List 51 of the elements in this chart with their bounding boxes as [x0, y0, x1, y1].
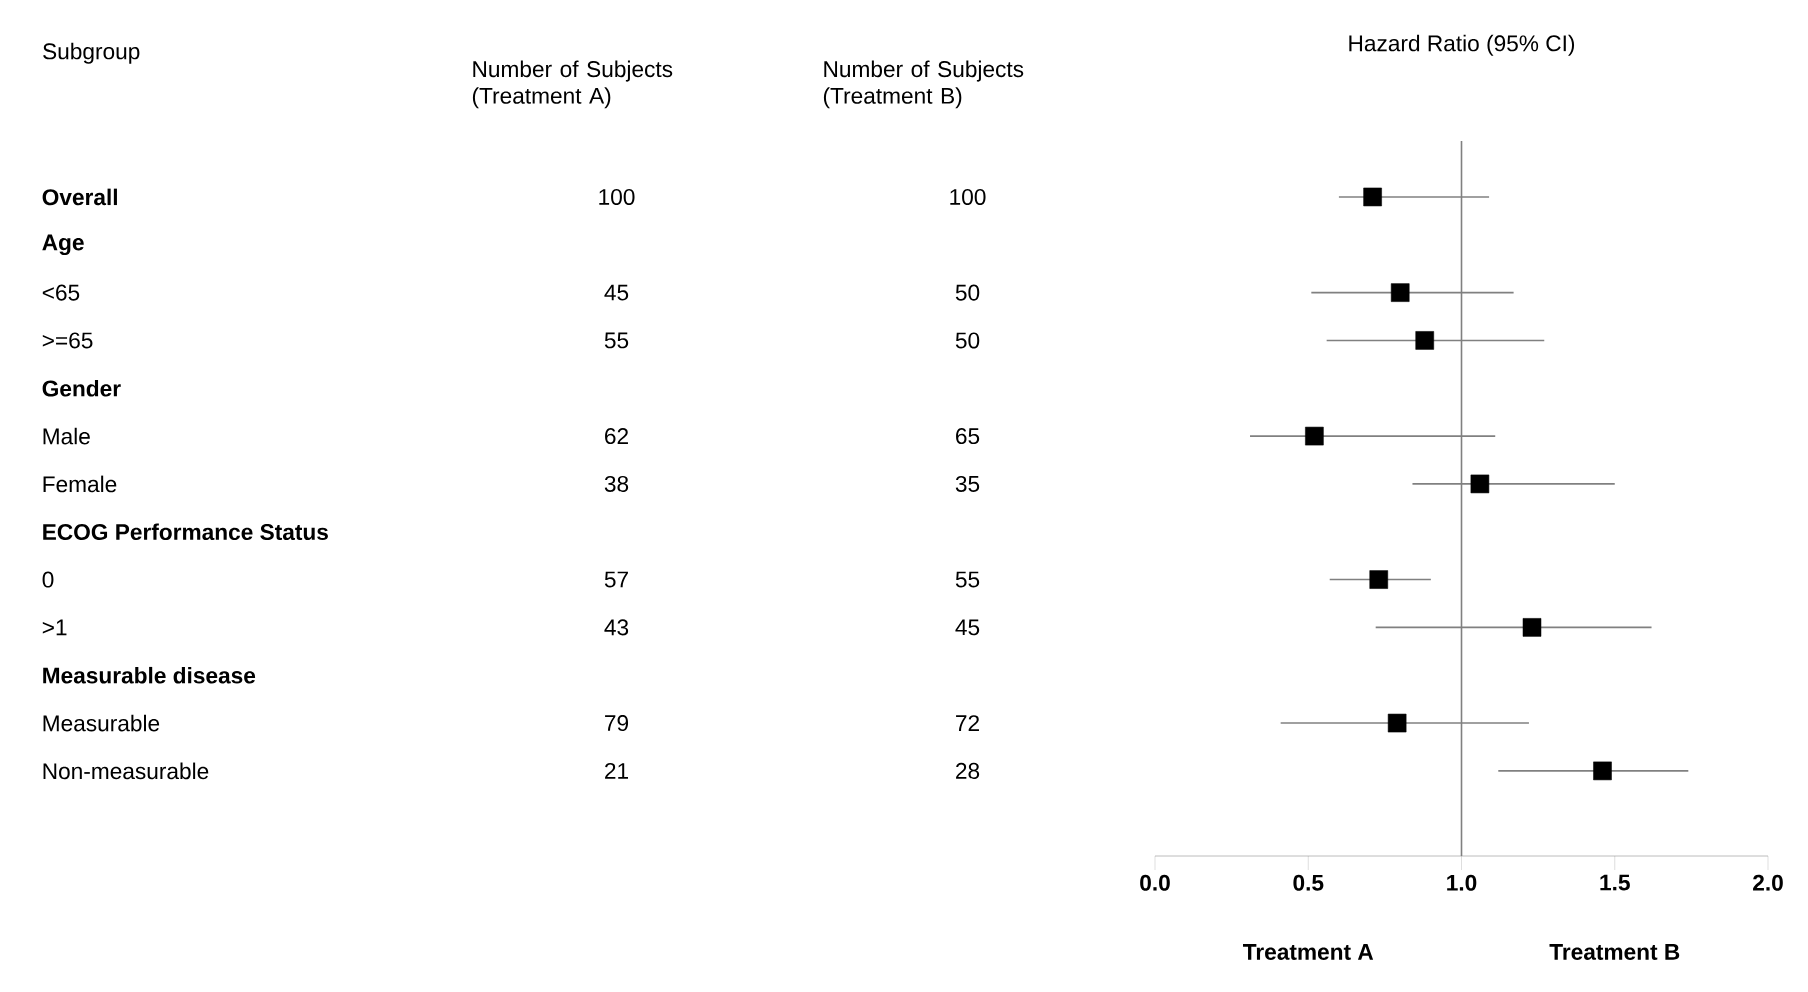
x-tick-label: Number of Subjects (Treatment B) — [823, 60, 1024, 109]
point — [1387, 713, 1407, 733]
x-tick-label: 0.0 — [1140, 874, 1170, 891]
data-label: 45 — [604, 284, 629, 301]
data-label: 100 — [599, 188, 635, 205]
x-tick-label: 2.0 — [1753, 874, 1783, 891]
y-tick-label: Overall — [42, 188, 117, 206]
y-tick-label: Gender — [42, 379, 121, 397]
data-label: 72 — [956, 715, 979, 731]
data-label: 79 — [605, 715, 629, 732]
point — [1363, 187, 1382, 207]
y-tick-label: 0 — [42, 571, 54, 588]
y-tick-label: Age — [42, 234, 84, 255]
y-tick-label: >1 — [42, 619, 67, 636]
y-tick-label: ECOG Performance Status — [43, 523, 328, 541]
point — [1369, 570, 1389, 589]
data-label: 38 — [604, 475, 629, 492]
data-label: 55 — [955, 571, 980, 588]
point — [1415, 331, 1434, 350]
data-label: 100 — [950, 188, 986, 205]
data-label: 45 — [955, 619, 980, 636]
point — [1305, 426, 1324, 446]
data-label: 28 — [956, 762, 980, 779]
y-tick-label: Non-measurable — [43, 762, 209, 780]
x-tick-label: Number of Subjects (Treatment A) — [472, 60, 673, 109]
x-tick-label: 1.5 — [1600, 874, 1630, 891]
data-label: 43 — [604, 619, 629, 636]
data-label: 50 — [955, 284, 980, 301]
data-label: 65 — [956, 428, 980, 445]
y-tick-label: Female — [43, 475, 117, 493]
data-label: 55 — [604, 332, 629, 349]
y-tick-label: Measurable disease — [43, 666, 256, 684]
data-label: 57 — [604, 571, 628, 588]
point — [1470, 474, 1490, 494]
x-tick-label: 1.0 — [1447, 874, 1477, 891]
y-tick-label: Measurable — [43, 714, 160, 732]
chart-title: Hazard Ratio (95% CI) — [1349, 34, 1575, 56]
y-tick-label: >=65 — [42, 332, 93, 349]
data-label: 62 — [605, 428, 628, 445]
y-axis-title: Subgroup — [43, 42, 140, 64]
y-tick-label: <65 — [42, 284, 80, 301]
data-label: 35 — [955, 475, 980, 492]
point — [1390, 283, 1410, 302]
point — [1522, 618, 1542, 637]
data-label: 50 — [955, 332, 980, 349]
y-tick-label: Male — [43, 427, 90, 445]
text: Treatment A — [1243, 944, 1374, 960]
x-tick-label: 0.5 — [1293, 874, 1324, 891]
point — [1593, 761, 1612, 781]
data-label: 21 — [605, 762, 628, 779]
text: Treatment B — [1549, 944, 1680, 960]
